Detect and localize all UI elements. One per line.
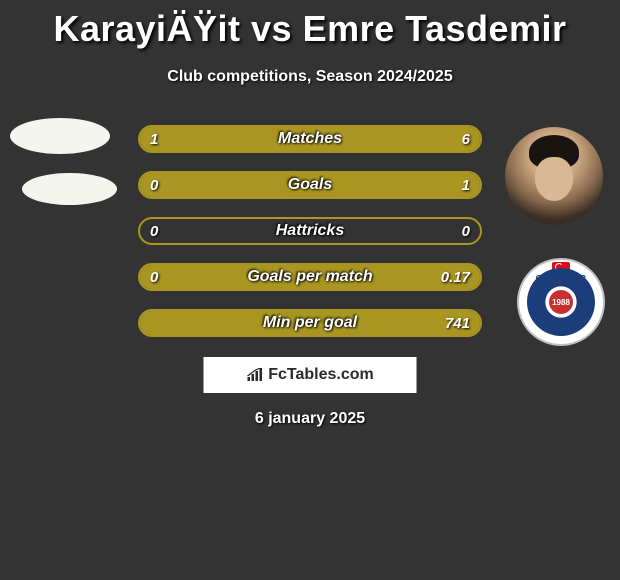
stat-bar: Matches1 6 (138, 125, 482, 153)
chart-icon (246, 368, 264, 382)
stat-bar: Min per goal741 (138, 309, 482, 337)
fctables-logo-box: FcTables.com (203, 356, 418, 394)
stat-label: Hattricks (140, 219, 480, 243)
stat-label: Min per goal (140, 311, 480, 335)
crest-center: 1988 (549, 290, 573, 314)
stat-label: Goals (140, 173, 480, 197)
player-right-club-crest: GAZİANTEP 1988 (517, 258, 605, 346)
stat-value-left: 0 (150, 173, 158, 197)
stat-bar: Hattricks0 0 (138, 217, 482, 245)
crest-inner: GAZİANTEP 1988 (527, 268, 595, 336)
fctables-logo-text: FcTables.com (268, 366, 374, 384)
player-left-club-placeholder (22, 173, 117, 205)
stat-label: Matches (140, 127, 480, 151)
player-left-photo-placeholder (10, 118, 110, 154)
stat-value-right: 1 (462, 173, 470, 197)
stat-value-left: 1 (150, 127, 158, 151)
stat-bar: Goals0 1 (138, 171, 482, 199)
player-right-photo (505, 127, 603, 225)
stat-label: Goals per match (140, 265, 480, 289)
comparison-title: KarayiÄŸit vs Emre Tasdemir (0, 0, 620, 50)
stat-value-right: 0.17 (441, 265, 470, 289)
stat-value-left: 0 (150, 265, 158, 289)
comparison-date: 6 january 2025 (0, 410, 620, 428)
stats-comparison-area: Matches16Goals01Hattricks00Goals per mat… (138, 125, 482, 355)
crest-top-text: GAZİANTEP (527, 274, 595, 283)
stat-bar: Goals per match0 0.17 (138, 263, 482, 291)
comparison-subtitle: Club competitions, Season 2024/2025 (0, 68, 620, 86)
stat-value-right: 6 (462, 127, 470, 151)
stat-value-left: 0 (150, 219, 158, 243)
stat-value-right: 741 (445, 311, 470, 335)
stat-value-right: 0 (462, 219, 470, 243)
